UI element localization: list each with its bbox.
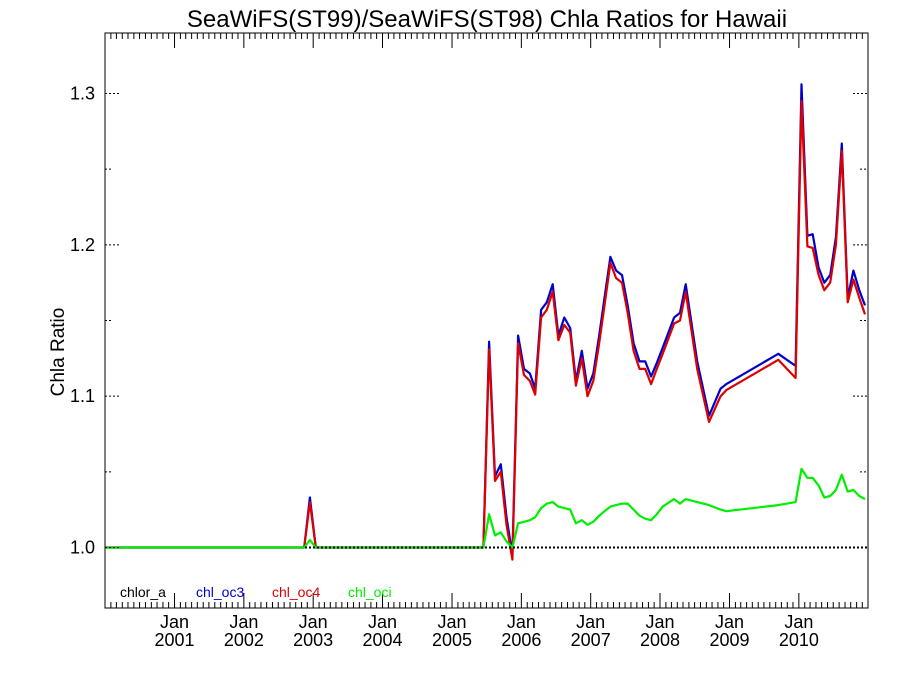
y-tick-label: 1.2 xyxy=(70,235,95,255)
series-lines xyxy=(105,83,868,561)
legend: chlor_a chl_oc3 chl_oc4 chl_oci xyxy=(120,584,392,600)
x-tick-label-year: 2008 xyxy=(640,630,680,650)
x-tick-label-year: 2010 xyxy=(779,630,819,650)
x-tick-label-month: Jan xyxy=(576,612,605,632)
x-tick-label-month: Jan xyxy=(160,612,189,632)
chart-title: SeaWiFS(ST99)/SeaWiFS(ST98) Chla Ratios … xyxy=(187,6,787,33)
x-tick-label-month: Jan xyxy=(299,612,328,632)
x-tick-label-year: 2003 xyxy=(293,630,333,650)
y-tick-label: 1.1 xyxy=(70,386,95,406)
x-tick-label-year: 2002 xyxy=(224,630,264,650)
x-tick-label-year: 2001 xyxy=(154,630,194,650)
x-tick-label-month: Jan xyxy=(645,612,674,632)
axis-ticks: 1.01.11.21.3Jan2001Jan2002Jan2003Jan2004… xyxy=(70,33,868,650)
legend-entry-chl-oc3: chl_oc3 xyxy=(196,584,244,600)
x-tick-label-year: 2007 xyxy=(571,630,611,650)
series-line-chl-oci xyxy=(105,467,866,549)
plot-frame xyxy=(104,32,869,609)
legend-entry-chl-oc4: chl_oc4 xyxy=(272,584,320,600)
y-tick-label: 1.0 xyxy=(70,537,95,557)
x-tick-label-year: 2004 xyxy=(362,630,402,650)
series-line-chl-oc4 xyxy=(105,99,867,561)
x-tick-label-year: 2006 xyxy=(501,630,541,650)
y-tick-label: 1.3 xyxy=(70,84,95,104)
x-tick-label-month: Jan xyxy=(368,612,397,632)
x-tick-label-year: 2005 xyxy=(432,630,472,650)
y-axis-label: Chla Ratio xyxy=(48,308,69,397)
x-tick-label-year: 2009 xyxy=(710,630,750,650)
x-tick-label-month: Jan xyxy=(438,612,467,632)
x-tick-label-month: Jan xyxy=(507,612,536,632)
legend-entry-chl-oci: chl_oci xyxy=(348,584,392,600)
x-tick-label-month: Jan xyxy=(229,612,258,632)
x-tick-label-month: Jan xyxy=(784,612,813,632)
x-tick-label-month: Jan xyxy=(715,612,744,632)
legend-entry-chlor-a: chlor_a xyxy=(120,584,166,600)
